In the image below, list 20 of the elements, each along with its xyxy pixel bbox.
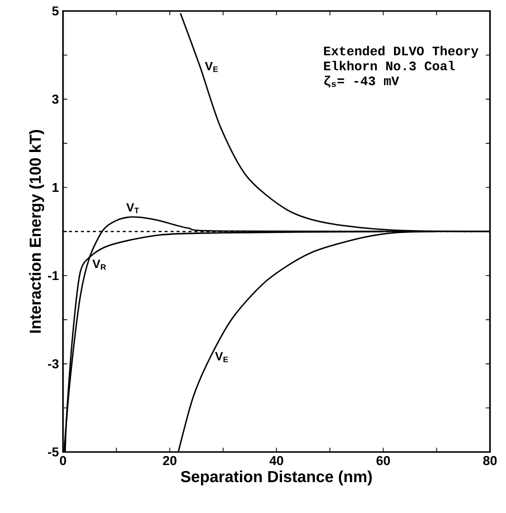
y-tick-label: 1 <box>52 182 59 192</box>
x-tick-label: 0 <box>60 456 66 466</box>
x-tick-label: 60 <box>376 456 390 466</box>
annotation: Elkhorn No.3 Coal <box>324 60 455 70</box>
x-tick-label: 80 <box>483 456 497 466</box>
annotation: ζ$_{s}$= -43 mV <box>324 76 400 88</box>
x-tick-label: 20 <box>163 456 176 466</box>
x-tick-label: 40 <box>270 456 284 466</box>
y-tick-label: -5 <box>48 447 59 457</box>
y-tick-label: 3 <box>52 94 59 104</box>
y-axis-title: Interaction Energy (100 kT) <box>29 130 44 333</box>
y-tick-label: -1 <box>48 271 59 280</box>
series-label: V$_{R}$ <box>92 260 106 270</box>
annotation: Extended DLVO Theory <box>324 46 478 58</box>
series-label: V$_{E}$ <box>215 352 228 362</box>
y-tick-label: -3 <box>48 359 59 368</box>
series-label: V$_{E}$ <box>204 62 218 72</box>
series-label: V$_{T}$ <box>126 203 140 214</box>
y-tick-label: 5 <box>52 6 59 16</box>
x-axis-title: Separation Distance (nm) <box>180 470 372 486</box>
